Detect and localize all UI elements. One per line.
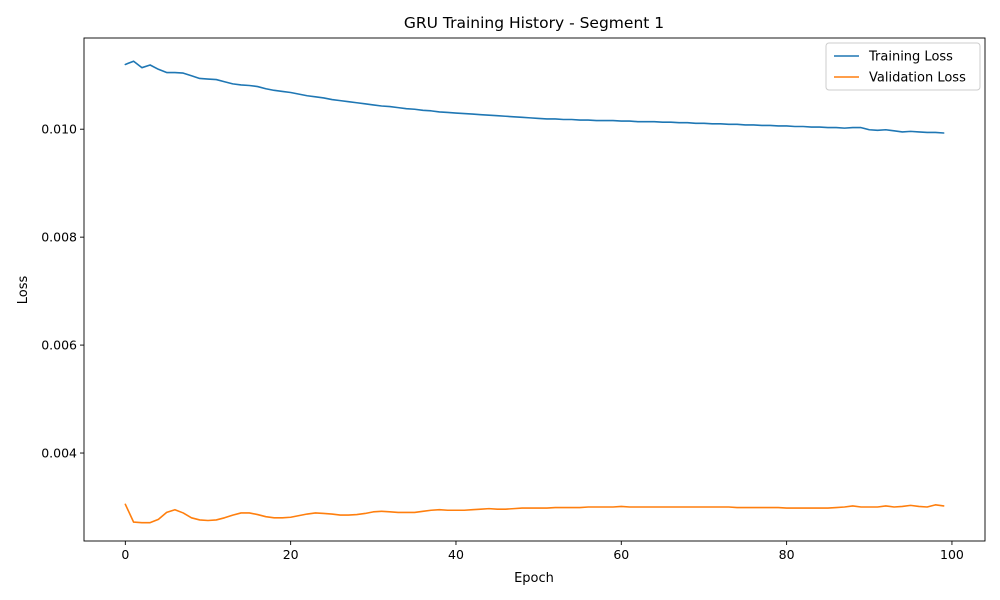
- legend-label-validation-loss: Validation Loss: [869, 71, 966, 86]
- chart-title: GRU Training History - Segment 1: [404, 14, 664, 32]
- y-tick-label: 0.004: [41, 446, 77, 461]
- series-line-training-loss: [124, 60, 945, 134]
- x-tick-label: 80: [779, 547, 795, 562]
- legend-box: [825, 42, 981, 91]
- y-axis-label: Loss: [16, 276, 31, 305]
- x-tick-label: 100: [940, 547, 964, 562]
- y-tick-label: 0.010: [41, 122, 77, 137]
- legend: Training Loss Validation Loss: [825, 42, 981, 91]
- x-axis-label: Epoch: [514, 571, 554, 586]
- x-tick-label: 20: [283, 547, 299, 562]
- x-tick-label: 60: [613, 547, 629, 562]
- plot-area: [124, 60, 945, 524]
- series-line-validation-loss: [124, 503, 945, 524]
- legend-label-training-loss: Training Loss: [868, 50, 953, 65]
- y-tick-label: 0.006: [41, 338, 77, 353]
- x-tick-label: 0: [121, 547, 129, 562]
- axes-frame: [83, 37, 986, 542]
- y-tick-label: 0.008: [41, 230, 77, 245]
- x-tick-label: 40: [448, 547, 464, 562]
- axes: 0 20 40 60 80 100 0.004 0.006 0.008 0.010: [41, 37, 986, 562]
